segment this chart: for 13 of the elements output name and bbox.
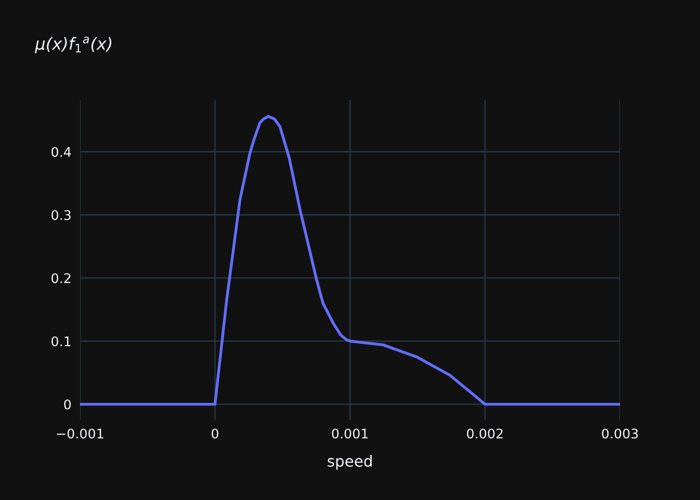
- y-tick-label: 0.2: [52, 273, 70, 284]
- x-tick-label: 0.002: [466, 428, 503, 439]
- x-axis-title: speed: [328, 454, 372, 470]
- x-tick-label: 0.003: [602, 428, 638, 439]
- x-tick-label: 0: [212, 428, 218, 439]
- y-tick-label: 0.1: [52, 336, 70, 346]
- chart-title: μ(x)f$_{1}$$^{a}$(x): [34, 36, 112, 54]
- x-tick-label: 0.001: [332, 428, 368, 439]
- y-tick-label: 0.3: [52, 210, 71, 220]
- line-series: [80, 115, 620, 406]
- x-tick-label: −0.001: [56, 428, 104, 439]
- y-tick-label: 0.4: [52, 146, 71, 157]
- y-tick-label: 0: [64, 399, 71, 410]
